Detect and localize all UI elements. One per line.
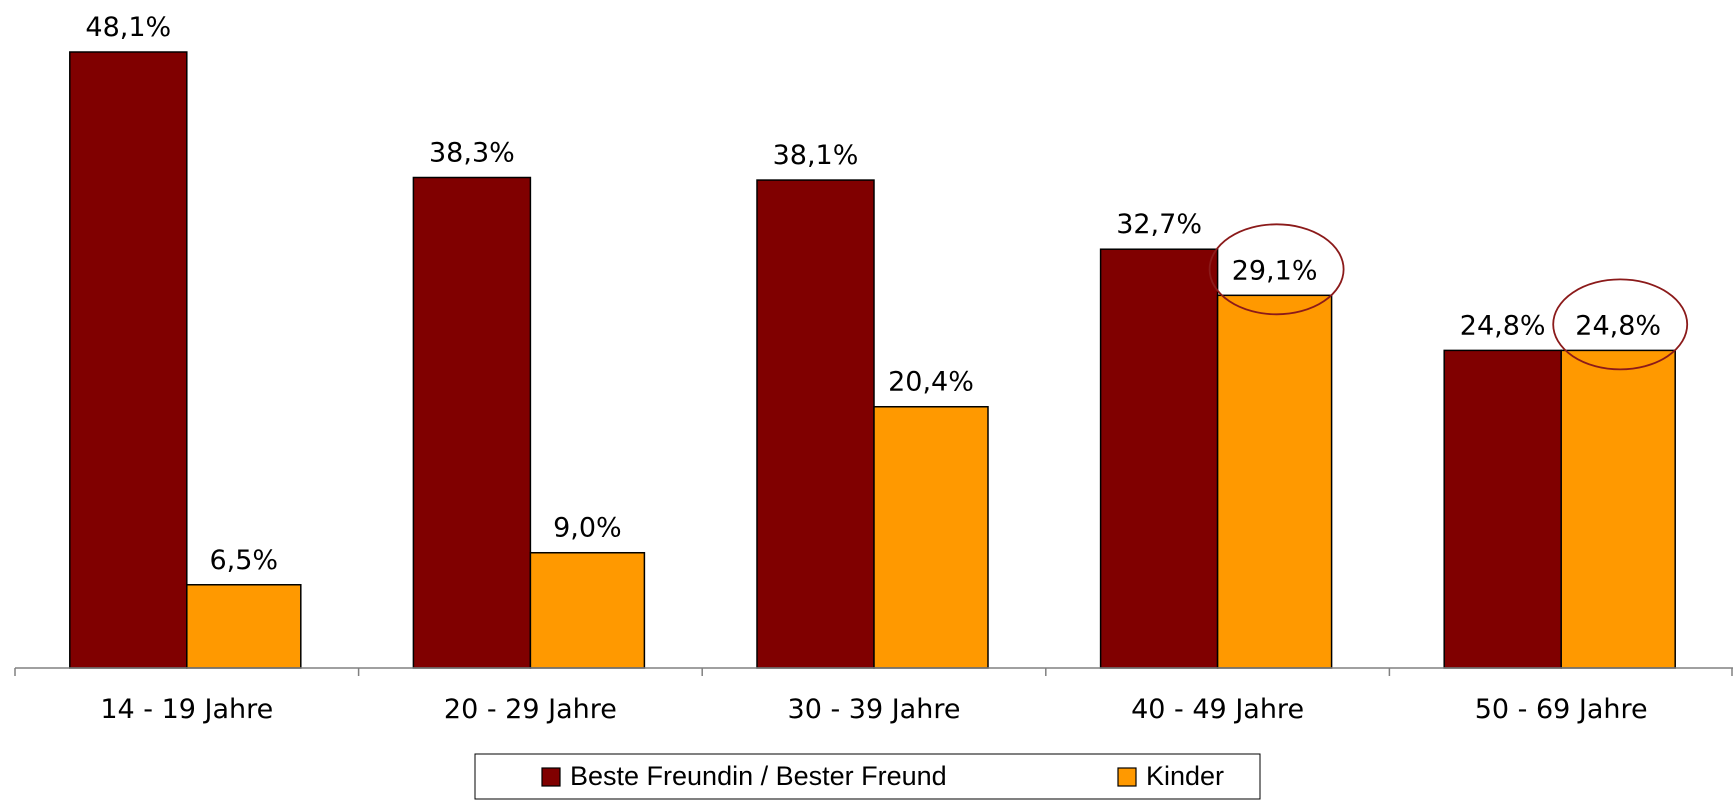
highlight-circle bbox=[1552, 278, 1689, 371]
legend-label: Beste Freundin / Bester Freund bbox=[570, 761, 947, 791]
legend-label: Kinder bbox=[1146, 761, 1224, 791]
legend-swatch bbox=[1117, 767, 1137, 787]
x-tick-label: 20 - 29 Jahre bbox=[444, 694, 617, 725]
x-tick-label: 50 - 69 Jahre bbox=[1475, 694, 1648, 725]
bar bbox=[412, 176, 532, 669]
bar bbox=[1216, 294, 1333, 669]
value-label: 24,8% bbox=[1575, 310, 1661, 341]
x-tick-label: 30 - 39 Jahre bbox=[788, 694, 961, 725]
x-tick-label: 14 - 19 Jahre bbox=[100, 694, 273, 725]
bar bbox=[186, 584, 302, 669]
bar bbox=[873, 405, 989, 669]
bar bbox=[529, 551, 646, 669]
bar bbox=[1099, 248, 1219, 669]
bar bbox=[1443, 349, 1562, 669]
value-label: 38,3% bbox=[429, 138, 515, 169]
value-label: 48,1% bbox=[85, 12, 171, 43]
value-label: 20,4% bbox=[888, 367, 974, 398]
bar bbox=[69, 51, 188, 669]
value-label: 24,8% bbox=[1460, 310, 1546, 341]
bar bbox=[756, 179, 875, 669]
value-label: 9,0% bbox=[553, 513, 622, 544]
bar bbox=[1560, 349, 1676, 669]
value-label: 32,7% bbox=[1116, 209, 1202, 240]
legend-swatch bbox=[541, 767, 561, 787]
value-label: 38,1% bbox=[773, 140, 859, 171]
value-label: 6,5% bbox=[209, 545, 278, 576]
highlight-circle bbox=[1208, 223, 1345, 316]
x-tick-label: 40 - 49 Jahre bbox=[1131, 694, 1304, 725]
value-label: 29,1% bbox=[1232, 255, 1318, 286]
